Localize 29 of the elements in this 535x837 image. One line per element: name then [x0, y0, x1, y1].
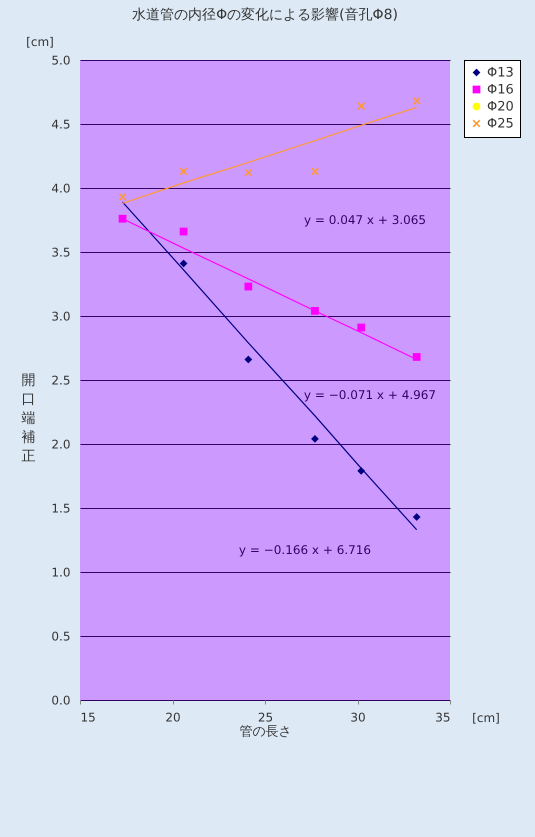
y-tick-label: 0.5: [51, 630, 70, 644]
y-tick-label: 2.5: [51, 374, 70, 388]
x-tick-label: 20: [165, 710, 181, 724]
y-tick-label: 3.0: [51, 310, 70, 324]
y-tick-label: 1.0: [51, 566, 70, 580]
x-axis-title: 管の長さ: [240, 724, 292, 740]
y-tick-label: 4.5: [51, 118, 70, 132]
y-tick-label: 1.5: [51, 502, 70, 516]
x-tick-label: 30: [350, 710, 366, 724]
y-tick-label: 2.0: [51, 438, 70, 452]
legend-label: Φ13: [487, 66, 514, 80]
y-tick-label: 4.0: [51, 182, 70, 196]
x-tick-label: 35: [435, 710, 450, 724]
annotation: y = −0.071 x + 4.967: [304, 388, 436, 402]
y-tick-label: 3.5: [51, 246, 70, 260]
annotation: y = −0.166 x + 6.716: [238, 543, 372, 557]
legend-label: Φ16: [487, 82, 514, 98]
y-tick-label: 5.0: [51, 54, 70, 68]
legend-label: Φ25: [487, 116, 514, 132]
annotation: y = 0.047 x + 3.065: [304, 213, 426, 227]
legend-label: Φ20: [487, 100, 514, 114]
x-tick-label: 25: [258, 710, 274, 724]
y-axis-title: 開口端補正: [22, 372, 36, 464]
line-series: [122, 106, 418, 204]
text: [cm]: [472, 711, 500, 725]
chart-title: 水道管の内径Φの変化による影響(音孔Φ8): [132, 7, 398, 23]
text: [cm]: [26, 35, 54, 49]
y-tick-label: 0.0: [51, 694, 70, 708]
x-tick-label: 15: [80, 710, 96, 724]
